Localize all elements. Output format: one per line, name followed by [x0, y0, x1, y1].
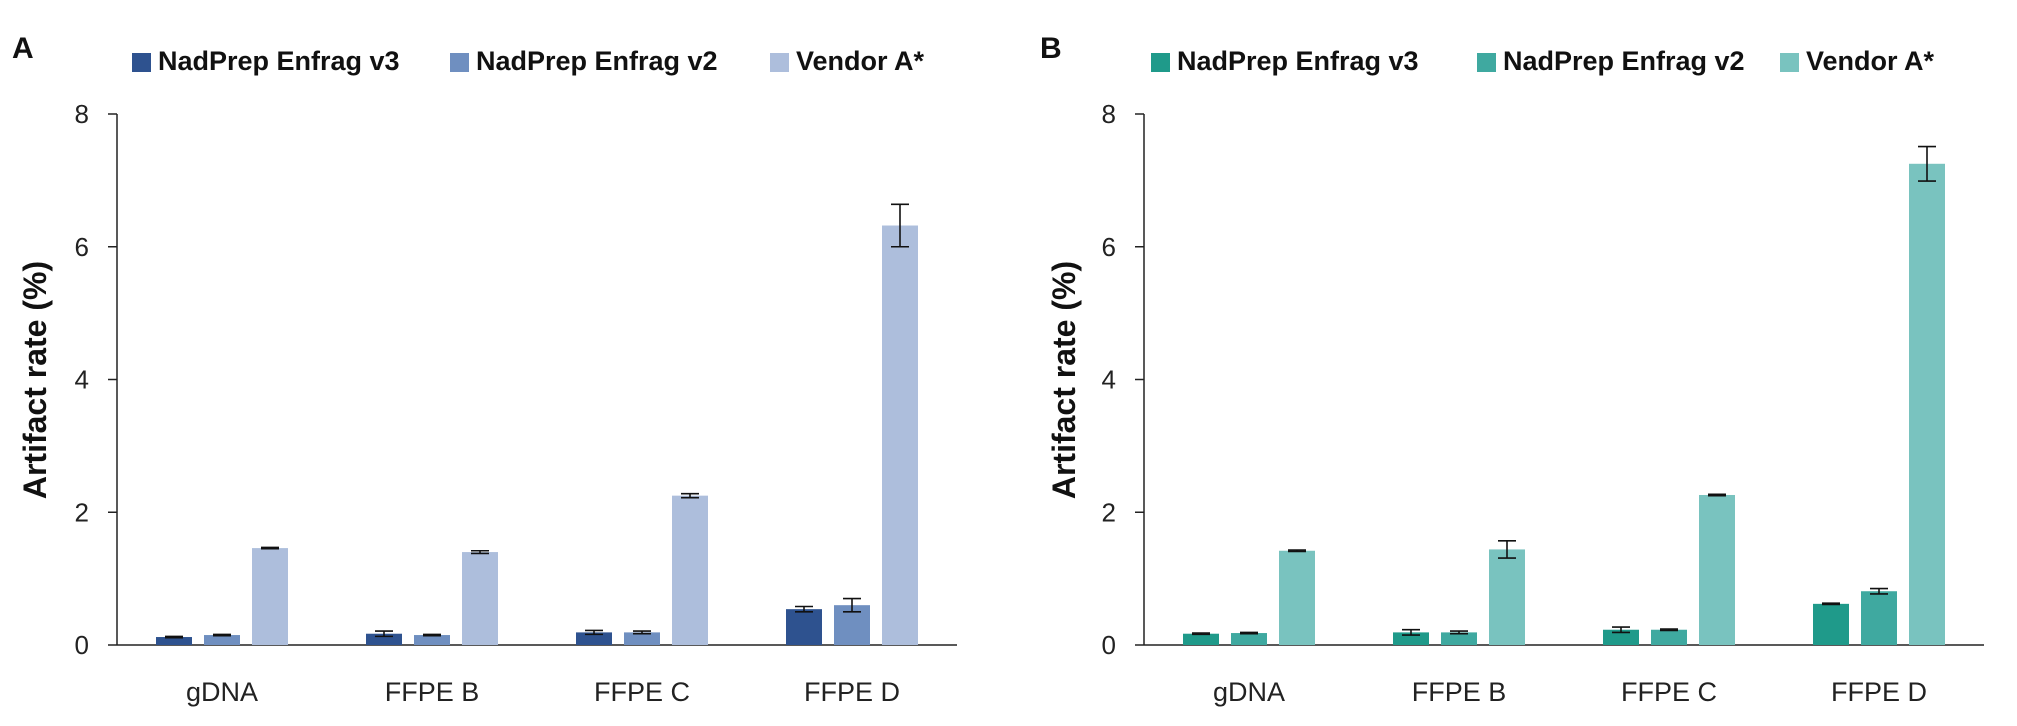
bar-3-4: [1909, 163, 1945, 645]
bar-1-1: [1183, 633, 1219, 645]
x-category-label: FFPE B: [385, 677, 480, 707]
chart-panel-a: A NadPrep Enfrag v3 NadPrep Enfrag v2 Vendo…: [12, 32, 957, 707]
y-tick-label: 6: [75, 232, 89, 262]
bar-2-3: [624, 632, 660, 645]
bar-1-3: [1603, 629, 1639, 645]
bar-1-1: [156, 637, 192, 645]
bar-1-4: [786, 609, 822, 645]
bar-3-4: [882, 225, 918, 645]
legend-label-1: NadPrep Enfrag v3: [1177, 46, 1419, 76]
bar-2-3: [1651, 629, 1687, 645]
y-tick-label: 6: [1102, 232, 1116, 262]
legend-swatch-3: [770, 53, 789, 72]
y-tick-label: 8: [75, 99, 89, 129]
legend-swatch-1: [1151, 53, 1170, 72]
y-tick-label: 8: [1102, 99, 1116, 129]
bar-2-2: [1441, 632, 1477, 645]
panel-label: B: [1040, 32, 1062, 65]
x-category-label: FFPE B: [1412, 677, 1507, 707]
legend-label-3: Vendor A*: [1806, 46, 1935, 76]
panel-label: A: [12, 32, 34, 65]
chart-panel-b: B NadPrep Enfrag v3 NadPrep Enfrag v2 Vendo…: [1040, 32, 1984, 707]
legend-swatch-2: [450, 53, 469, 72]
x-category-label: gDNA: [186, 677, 258, 707]
legend-label-2: NadPrep Enfrag v2: [476, 46, 718, 76]
x-category-label: FFPE C: [1621, 677, 1717, 707]
bar-1-4: [1813, 603, 1849, 645]
y-tick-label: 0: [1102, 630, 1116, 660]
bar-2-4: [1861, 591, 1897, 645]
x-category-label: FFPE D: [804, 677, 900, 707]
bar-2-1: [204, 635, 240, 645]
bar-3-3: [672, 495, 708, 645]
x-category-label: gDNA: [1213, 677, 1285, 707]
y-axis-title: Artifact rate (%): [17, 261, 53, 499]
bar-1-3: [576, 632, 612, 645]
bar-2-1: [1231, 633, 1267, 645]
bar-3-2: [1489, 549, 1525, 645]
legend-label-1: NadPrep Enfrag v3: [158, 46, 400, 76]
bar-3-1: [1279, 550, 1315, 645]
y-tick-label: 0: [75, 630, 89, 660]
y-tick-label: 2: [75, 497, 89, 527]
bar-1-2: [366, 633, 402, 645]
y-tick-label: 4: [75, 365, 89, 395]
legend-swatch-3: [1780, 53, 1799, 72]
legend-swatch-1: [132, 53, 151, 72]
legend-label-3: Vendor A*: [796, 46, 925, 76]
x-category-label: FFPE D: [1831, 677, 1927, 707]
bar-3-2: [462, 552, 498, 645]
y-axis-title: Artifact rate (%): [1046, 261, 1082, 499]
y-tick-label: 4: [1102, 365, 1116, 395]
bar-3-3: [1699, 494, 1735, 645]
bar-3-1: [252, 548, 288, 645]
legend-swatch-2: [1477, 53, 1496, 72]
x-category-label: FFPE C: [594, 677, 690, 707]
bar-2-2: [414, 635, 450, 645]
legend-label-2: NadPrep Enfrag v2: [1503, 46, 1745, 76]
y-tick-label: 2: [1102, 497, 1116, 527]
